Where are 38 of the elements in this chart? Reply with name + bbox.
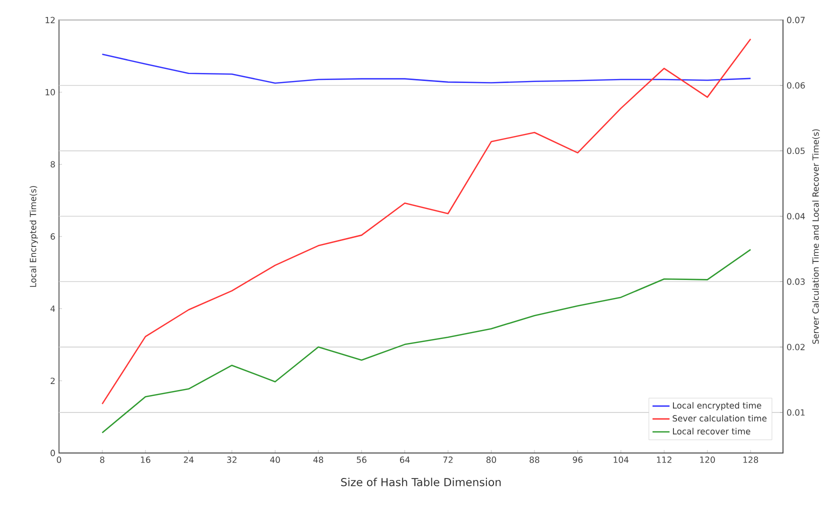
x-tick-label: 0 (56, 456, 62, 463)
y2-axis-title: Server Calculation Time and Local Recover Time(s) (812, 129, 820, 344)
x-tick-label: 40 (270, 456, 280, 463)
x-tick-label: 64 (400, 456, 410, 463)
x-tick-label: 104 (614, 456, 629, 463)
x-tick-label: 72 (443, 456, 453, 463)
x-tick-label: 32 (227, 456, 236, 463)
y-axis-title: Local Encrypted Time(s) (30, 186, 38, 287)
x-tick-label: 120 (700, 456, 715, 463)
x-tick-label: 56 (356, 456, 366, 463)
y2-tick-label: 0.03 (787, 278, 805, 285)
y2-tick-label: 0.01 (787, 409, 805, 416)
legend-label: Local recover time (673, 428, 750, 434)
y2-tick-label: 0.07 (787, 16, 805, 24)
y2-tick-label: 0.06 (787, 82, 805, 89)
y-tick-label: 0 (50, 450, 55, 456)
x-tick-label: 8 (100, 456, 104, 463)
legend-label: Sever calculation time (672, 414, 767, 422)
y2-tick-label: 0.05 (787, 148, 805, 154)
x-tick-label: 16 (140, 456, 150, 463)
y-tick-label: 12 (46, 16, 55, 24)
line-series (102, 54, 752, 84)
y2-tick-label: 0.04 (787, 213, 805, 220)
x-tick-label: 80 (486, 456, 496, 463)
y-tick-label: 10 (46, 88, 55, 96)
x-tick-label: 24 (184, 456, 194, 463)
x-tick-label: 88 (530, 456, 540, 463)
y-tick-label: 2 (50, 378, 55, 384)
legend-label: Local encrypted time (673, 402, 762, 410)
x-tick-label: 48 (313, 456, 324, 463)
x-axis-title: Size of Hash Table Dimension (341, 478, 501, 486)
y-tick-label: 8 (50, 161, 55, 168)
x-tick-label: 112 (656, 456, 672, 463)
y-tick-label: 4 (50, 306, 55, 312)
x-tick-label: 128 (743, 456, 758, 463)
y-tick-label: 6 (50, 233, 55, 240)
y2-tick-label: 0.02 (787, 344, 805, 350)
x-tick-label: 96 (572, 456, 583, 463)
